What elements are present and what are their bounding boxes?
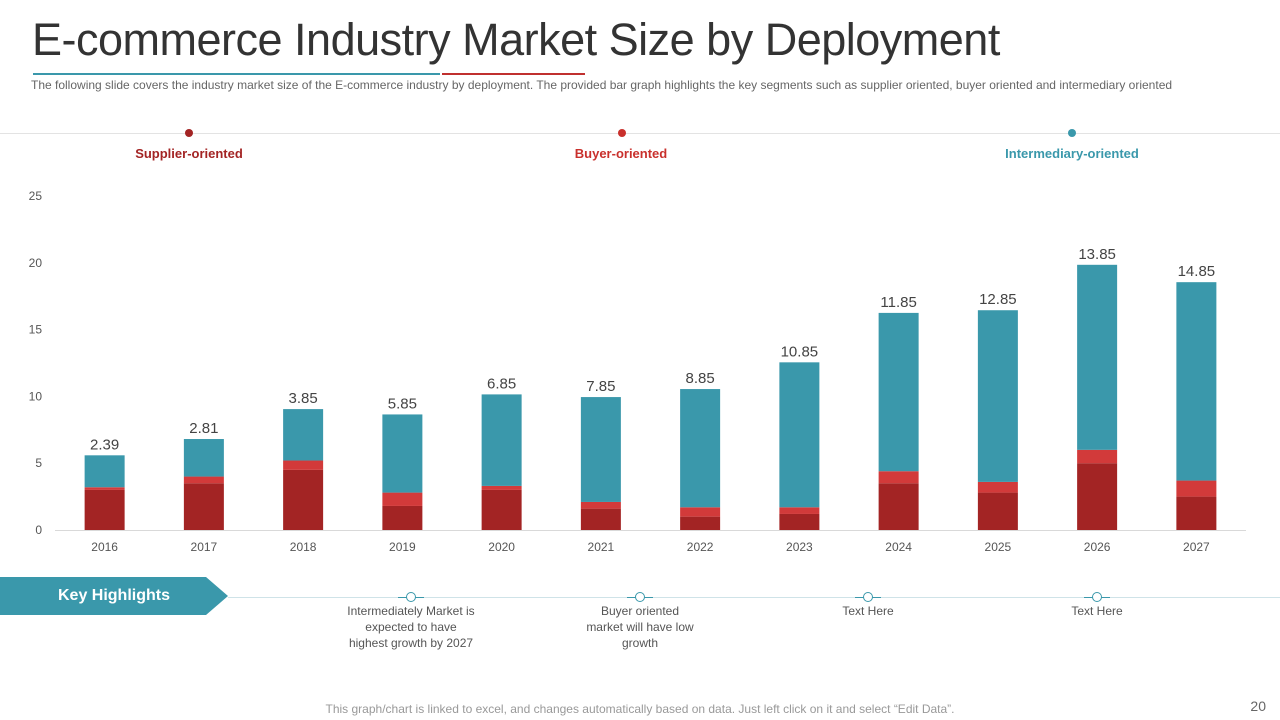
bar-buyer-oriented-2027[interactable] <box>1176 480 1217 497</box>
segment-dot-intermediary <box>1068 129 1076 137</box>
bar-buyer-oriented-2021[interactable] <box>580 501 621 509</box>
data-label-2022: 8.85 <box>686 370 715 387</box>
highlight-item-3: Text Here <box>842 604 894 618</box>
slide-title: E-commerce Industry Market Size by Deplo… <box>32 14 1000 65</box>
bar-buyer-oriented-2024[interactable] <box>878 471 919 484</box>
bar-intermediary-oriented-2024[interactable] <box>878 312 919 472</box>
x-tick-label-2022: 2022 <box>687 540 714 554</box>
y-tick-label: 0 <box>35 523 42 537</box>
bar-supplier-oriented-2025[interactable] <box>977 492 1018 530</box>
x-tick-label-2023: 2023 <box>786 540 813 554</box>
slide-subtitle: The following slide covers the industry … <box>31 78 1173 92</box>
x-tick-label-2021: 2021 <box>588 540 615 554</box>
data-label-2019: 5.85 <box>388 395 417 412</box>
x-tick-label-2017: 2017 <box>191 540 218 554</box>
bar-buyer-oriented-2026[interactable] <box>1077 449 1118 464</box>
bar-supplier-oriented-2023[interactable] <box>779 513 820 530</box>
bar-intermediary-oriented-2022[interactable] <box>680 389 721 508</box>
bar-supplier-oriented-2022[interactable] <box>680 516 721 530</box>
bar-intermediary-oriented-2018[interactable] <box>283 409 324 461</box>
bar-buyer-oriented-2020[interactable] <box>481 485 522 490</box>
highlights-timeline-line <box>228 597 1280 598</box>
title-underline-teal <box>33 73 440 75</box>
segment-label-intermediary: Intermediary-oriented <box>1005 146 1139 161</box>
segment-dot-supplier <box>185 129 193 137</box>
segment-divider-line <box>0 133 1280 134</box>
data-label-2020: 6.85 <box>487 375 516 392</box>
y-tick-label: 15 <box>29 323 43 337</box>
x-tick-label-2020: 2020 <box>488 540 515 554</box>
bar-buyer-oriented-2023[interactable] <box>779 507 820 514</box>
highlight-node-icon <box>863 592 873 602</box>
data-label-2024: 11.85 <box>880 294 916 311</box>
bar-buyer-oriented-2017[interactable] <box>183 476 224 484</box>
data-label-2017: 2.81 <box>189 420 218 437</box>
bar-supplier-oriented-2021[interactable] <box>580 508 621 530</box>
title-underline-red <box>442 73 585 75</box>
page-number: 20 <box>1250 698 1266 714</box>
bar-intermediary-oriented-2021[interactable] <box>580 397 621 502</box>
stacked-bar-chart[interactable]: 05101520252.3920162.8120173.8520185.8520… <box>0 0 1280 580</box>
data-label-2023: 10.85 <box>781 343 819 360</box>
bar-supplier-oriented-2019[interactable] <box>382 505 423 530</box>
bar-supplier-oriented-2027[interactable] <box>1176 496 1217 530</box>
segment-label-supplier: Supplier-oriented <box>135 146 243 161</box>
y-tick-label: 5 <box>35 456 42 470</box>
bar-intermediary-oriented-2020[interactable] <box>481 394 522 486</box>
bar-supplier-oriented-2017[interactable] <box>183 483 224 530</box>
bar-intermediary-oriented-2016[interactable] <box>84 455 125 488</box>
data-label-2016: 2.39 <box>90 436 119 453</box>
x-tick-label-2025: 2025 <box>985 540 1012 554</box>
x-tick-label-2019: 2019 <box>389 540 416 554</box>
bar-buyer-oriented-2022[interactable] <box>680 507 721 517</box>
bar-buyer-oriented-2016[interactable] <box>84 487 125 490</box>
y-tick-label: 25 <box>29 189 43 203</box>
bar-intermediary-oriented-2027[interactable] <box>1176 282 1217 481</box>
bar-buyer-oriented-2025[interactable] <box>977 481 1018 493</box>
data-label-2021: 7.85 <box>586 378 615 395</box>
bar-supplier-oriented-2026[interactable] <box>1077 463 1118 530</box>
data-label-2027: 14.85 <box>1178 263 1216 280</box>
highlight-node-icon <box>635 592 645 602</box>
bar-supplier-oriented-2018[interactable] <box>283 469 324 530</box>
highlight-node-icon <box>406 592 416 602</box>
bar-supplier-oriented-2024[interactable] <box>878 483 919 530</box>
highlight-item-4: Text Here <box>1071 604 1123 618</box>
bar-buyer-oriented-2019[interactable] <box>382 492 423 506</box>
bar-intermediary-oriented-2017[interactable] <box>183 439 224 477</box>
data-label-2025: 12.85 <box>979 291 1017 308</box>
data-label-2026: 13.85 <box>1078 246 1116 263</box>
data-label-2018: 3.85 <box>289 390 318 407</box>
highlight-item-2: Buyer oriented market will have low grow… <box>586 604 694 650</box>
bar-intermediary-oriented-2023[interactable] <box>779 362 820 508</box>
x-tick-label-2016: 2016 <box>91 540 118 554</box>
bar-buyer-oriented-2018[interactable] <box>283 460 324 470</box>
key-highlights-banner: Key Highlights <box>0 577 228 615</box>
x-tick-label-2018: 2018 <box>290 540 317 554</box>
key-highlights-label: Key Highlights <box>57 587 170 604</box>
x-tick-label-2027: 2027 <box>1183 540 1210 554</box>
highlight-node-icon <box>1092 592 1102 602</box>
bar-intermediary-oriented-2026[interactable] <box>1077 264 1118 450</box>
bar-supplier-oriented-2020[interactable] <box>481 489 522 530</box>
x-tick-label-2024: 2024 <box>885 540 912 554</box>
bar-intermediary-oriented-2019[interactable] <box>382 414 423 493</box>
segment-label-buyer: Buyer-oriented <box>574 146 668 161</box>
segment-dot-buyer <box>618 129 626 137</box>
highlight-item-1: Intermediately Market is expected to hav… <box>347 604 475 650</box>
y-tick-label: 20 <box>29 256 43 270</box>
footer-note: This graph/chart is linked to excel, and… <box>325 702 955 716</box>
y-tick-label: 10 <box>29 389 43 403</box>
x-tick-label-2026: 2026 <box>1084 540 1111 554</box>
bar-intermediary-oriented-2025[interactable] <box>977 310 1018 482</box>
bar-supplier-oriented-2016[interactable] <box>84 489 125 530</box>
